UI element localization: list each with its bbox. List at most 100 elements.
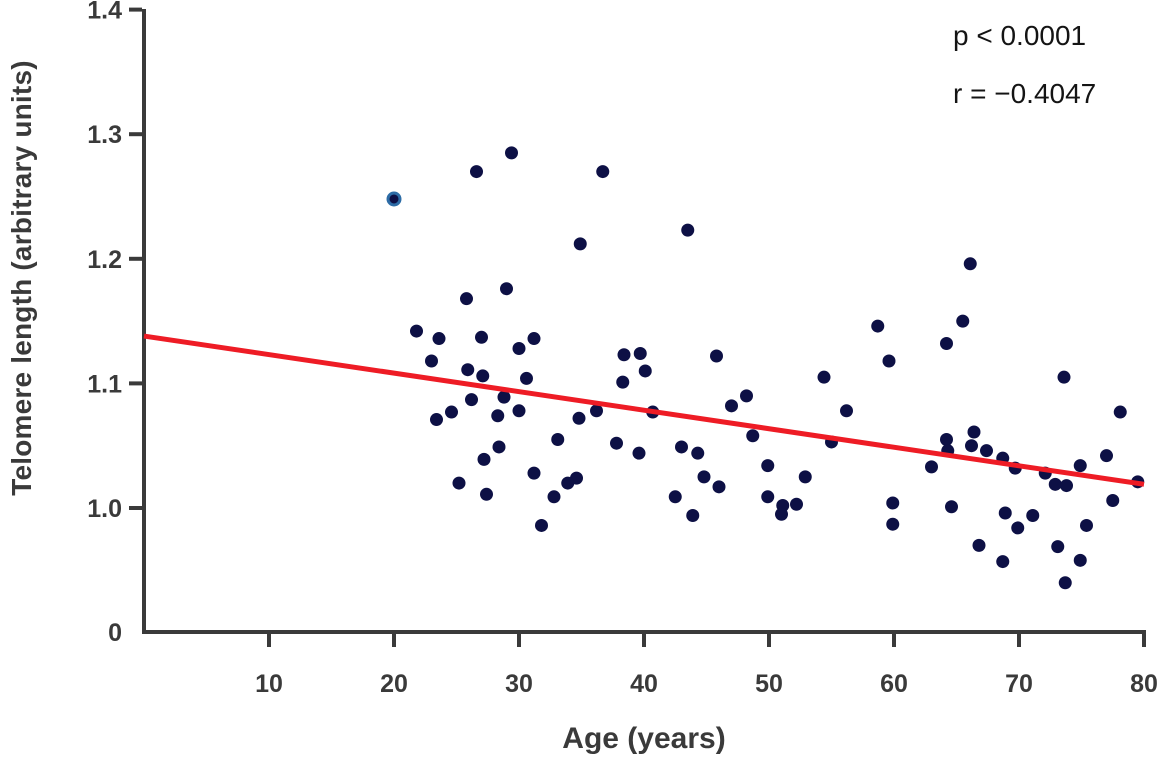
data-point (476, 369, 490, 383)
x-tick-label: 60 (880, 670, 908, 698)
data-point (882, 354, 896, 368)
data-point (475, 330, 488, 344)
p-value-annotation: p < 0.0001 (953, 20, 1087, 51)
x-tick-label: 50 (755, 670, 783, 698)
data-point (725, 399, 738, 413)
data-point (998, 506, 1012, 520)
y-tick-label: 1.0 (87, 495, 122, 523)
x-tick-label: 40 (630, 670, 658, 698)
data-point (551, 432, 565, 446)
data-point (617, 348, 631, 362)
data-point (410, 324, 423, 338)
data-point (445, 405, 458, 419)
data-point (520, 371, 533, 385)
data-point (1011, 521, 1025, 535)
data-point (460, 292, 473, 306)
data-point (945, 500, 958, 514)
data-point (761, 459, 775, 473)
trend-line (143, 333, 1145, 487)
x-tick-label: 20 (380, 670, 408, 698)
data-point (1051, 540, 1065, 554)
data-point (967, 425, 981, 439)
x-tick-label: 70 (1005, 670, 1033, 698)
data-point (573, 237, 587, 251)
data-point (632, 446, 646, 460)
data-point (965, 439, 978, 453)
data-point (1113, 405, 1127, 419)
y-tick-label: 1.4 (87, 0, 122, 25)
data-point (572, 411, 586, 425)
data-point (972, 538, 986, 552)
data-point (817, 370, 831, 384)
data-point (535, 518, 548, 532)
data-point (616, 375, 630, 389)
data-point (1057, 370, 1071, 384)
data-point (886, 517, 900, 531)
x-tick-label: 10 (255, 670, 283, 698)
x-axis-title: Age (years) (562, 722, 726, 755)
data-point (561, 476, 575, 490)
data-point (710, 349, 723, 363)
y-axis-title: Telomere length (arbitrary units) (6, 60, 37, 496)
r-value-annotation: r = −0.4047 (953, 78, 1097, 109)
data-point (1080, 518, 1093, 532)
data-point (505, 146, 518, 160)
data-point (1058, 576, 1072, 590)
y-tick-label: 0 (108, 619, 122, 647)
data-point (527, 332, 541, 346)
data-point (697, 470, 711, 484)
data-point (1048, 477, 1062, 491)
data-point (761, 490, 775, 504)
x-tick-label: 80 (1130, 670, 1158, 698)
data-point (610, 436, 623, 450)
data-point (461, 363, 475, 377)
data-point (996, 555, 1010, 569)
y-tick-label: 1.2 (87, 246, 122, 274)
data-point (425, 354, 438, 368)
data-point (590, 404, 603, 418)
data-point (712, 480, 726, 494)
data-point (432, 332, 446, 346)
data-point (465, 393, 478, 407)
y-tick-label: 1.3 (87, 121, 122, 149)
data-point (452, 476, 466, 490)
data-point (500, 282, 513, 296)
data-point (775, 507, 788, 521)
data-point (686, 508, 700, 522)
data-point (963, 257, 977, 271)
data-point (746, 429, 760, 443)
data-point (790, 497, 803, 511)
data-point (547, 490, 561, 504)
y-tick-label: 1.1 (87, 370, 122, 398)
data-point (633, 346, 647, 360)
data-point (668, 490, 682, 504)
data-point (527, 466, 541, 480)
data-point (871, 319, 885, 333)
data-point (596, 165, 610, 179)
data-point (492, 440, 506, 454)
data-point (1026, 508, 1040, 522)
data-point (480, 487, 493, 501)
data-point (491, 409, 505, 423)
data-point (940, 432, 953, 446)
data-point (1100, 449, 1113, 463)
data-point (980, 444, 993, 458)
data-point (470, 165, 483, 179)
data-point (512, 342, 526, 356)
x-tick-label: 30 (505, 670, 533, 698)
data-point (512, 404, 526, 418)
data-point (691, 446, 705, 460)
data-point (940, 337, 953, 351)
data-point (886, 496, 900, 510)
data-point (956, 314, 970, 328)
data-point (477, 452, 491, 466)
data-point (1073, 553, 1087, 567)
data-point (840, 404, 853, 418)
data-point (1106, 494, 1120, 508)
data-point (925, 460, 938, 474)
data-point (497, 390, 511, 404)
data-point (798, 470, 812, 484)
data-point (430, 413, 443, 427)
